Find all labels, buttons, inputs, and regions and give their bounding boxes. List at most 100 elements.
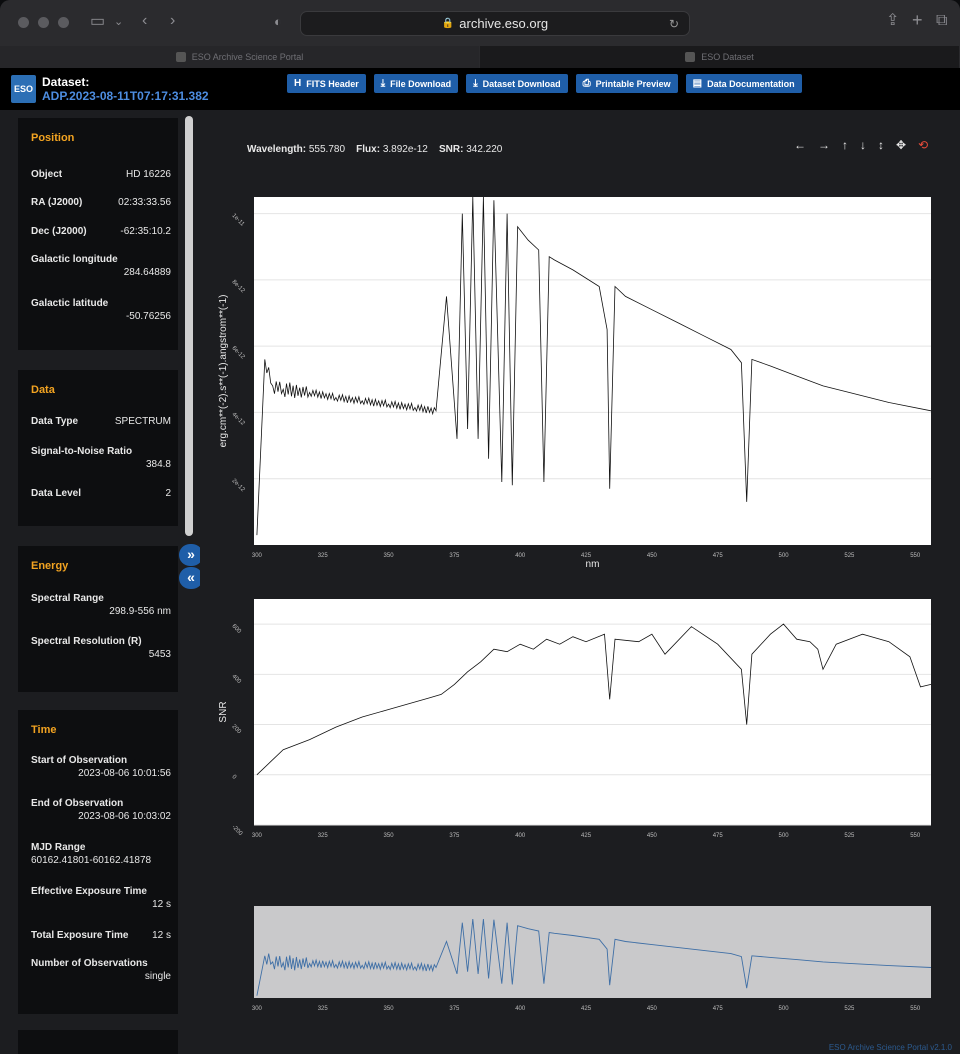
move-icon[interactable]: ✥ <box>896 138 907 152</box>
flux-series-line <box>256 196 932 536</box>
field-value: 2023-08-06 10:01:56 <box>78 768 171 779</box>
wavelength-value: 555.780 <box>308 144 346 155</box>
card-title: Energy <box>31 560 69 572</box>
field-label: Effective Exposure Time <box>31 886 147 897</box>
tab-eso-dataset[interactable]: ESO Dataset <box>480 46 960 68</box>
favicon-icon <box>685 52 696 62</box>
x-tick-label: 375 <box>449 1006 460 1012</box>
field-label: Total Exposure Time <box>31 930 129 941</box>
field-label: Signal-to-Noise Ratio <box>31 446 133 457</box>
wavelength-label: Wavelength: <box>247 144 307 155</box>
forward-icon[interactable]: › <box>170 12 176 29</box>
card-title: Time <box>31 724 57 736</box>
galactic-longitude-row: Galactic longitude 284.64889 <box>31 254 171 278</box>
download-icon: ⤓ <box>473 78 478 89</box>
tab-archive-portal[interactable]: ESO Archive Science Portal <box>0 46 480 68</box>
field-value: 60162.41801-60162.41878 <box>31 855 152 866</box>
x-tick-label: 475 <box>713 1006 724 1012</box>
pan-up-icon[interactable]: ↑ <box>842 138 848 152</box>
spectral-resolution-row: Spectral Resolution (R) 5453 <box>31 636 171 660</box>
dec-row: Dec (J2000) -62:35:10.2 <box>31 226 171 237</box>
field-value: 12 s <box>152 930 171 941</box>
lock-icon: 🔒 <box>441 18 455 29</box>
field-value: 298.9-556 nm <box>109 606 171 617</box>
snr-series-line <box>256 623 932 776</box>
x-tick-label: 525 <box>844 553 855 559</box>
header-icon: H <box>294 78 302 89</box>
minimize-window-icon[interactable] <box>38 17 49 28</box>
flux-plot-area <box>254 197 931 545</box>
x-tick-label: 450 <box>647 833 658 839</box>
x-tick-label: 300 <box>252 553 263 559</box>
snr-row: Signal-to-Noise Ratio 384.8 <box>31 446 171 470</box>
sidebar-toggle-icon[interactable]: ▭ <box>90 13 106 30</box>
galactic-latitude-row: Galactic latitude -50.76256 <box>31 298 171 322</box>
field-value: HD 16226 <box>125 169 171 180</box>
start-observation-row: Start of Observation 2023-08-06 10:01:56 <box>31 755 171 779</box>
expand-sidebar-button[interactable]: » <box>179 544 203 566</box>
zoom-vertical-icon[interactable]: ↕ <box>878 138 884 152</box>
tab-overview-icon[interactable]: ⧉ <box>936 12 948 29</box>
field-label: Object <box>31 169 63 180</box>
reset-icon[interactable]: ⟲ <box>918 138 929 152</box>
url-text: archive.eso.org <box>459 16 549 31</box>
x-axis-label: nm <box>586 559 600 570</box>
y-tick-label: 6e-12 <box>230 345 246 361</box>
sidebar-scrollbar[interactable] <box>185 116 193 536</box>
zoom-window-icon[interactable] <box>58 17 69 28</box>
pan-down-icon[interactable]: ↓ <box>860 138 866 152</box>
position-card: Position Object HD 16226 RA (J2000) 02:3… <box>18 118 178 350</box>
x-tick-label: 400 <box>515 1006 526 1012</box>
fits-header-button[interactable]: H FITS Header <box>287 74 366 93</box>
back-icon[interactable]: ‹ <box>142 12 148 29</box>
field-label: Start of Observation <box>31 755 128 766</box>
plot-controls: ← → ↑ ↓ ↕ ✥ ⟲ <box>794 138 928 152</box>
end-observation-row: End of Observation 2023-08-06 10:03:02 <box>31 798 171 822</box>
print-icon: ⎙ <box>582 78 591 89</box>
x-tick-label: 425 <box>581 833 592 839</box>
chevron-down-icon[interactable]: ⌄ <box>114 16 124 28</box>
data-documentation-button[interactable]: ▤ Data Documentation <box>685 74 802 93</box>
eso-logo[interactable]: ESO <box>11 75 36 103</box>
button-label: Dataset Download <box>482 78 561 89</box>
x-tick-label: 400 <box>515 833 526 839</box>
x-tick-label: 550 <box>910 1006 921 1012</box>
y-tick-label: 4e-12 <box>230 412 246 428</box>
cursor-readout: Wavelength: 555.780 Flux: 3.892e-12 SNR:… <box>247 144 502 155</box>
x-tick-label: 300 <box>252 1006 263 1012</box>
field-value: 2 <box>165 488 171 499</box>
x-tick-label: 475 <box>713 553 724 559</box>
x-tick-label: 325 <box>318 833 329 839</box>
reload-icon[interactable]: ↻ <box>668 16 679 31</box>
ra-row: RA (J2000) 02:33:33.56 <box>31 197 171 208</box>
address-bar[interactable]: 🔒 archive.eso.org ↻ <box>300 11 690 36</box>
collapse-sidebar-button[interactable]: « <box>179 567 203 589</box>
mjd-range-row: MJD Range 60162.41801-60162.41878 <box>31 842 171 866</box>
field-value: 02:33:33.56 <box>118 197 171 208</box>
share-icon[interactable]: ⇪ <box>886 12 900 29</box>
y-tick-label: 600 <box>230 623 242 635</box>
pan-left-icon[interactable]: ← <box>794 138 806 152</box>
window-controls[interactable] <box>18 17 69 28</box>
close-window-icon[interactable] <box>18 17 29 28</box>
snr-plot-area <box>254 599 931 825</box>
snr-value: 342.220 <box>466 144 503 155</box>
field-label: Number of Observations <box>31 958 148 969</box>
x-tick-label: 500 <box>779 1006 790 1012</box>
dataset-download-button[interactable]: ⤓ Dataset Download <box>466 74 568 93</box>
field-value: SPECTRUM <box>114 416 171 427</box>
file-download-button[interactable]: ⤓ File Download <box>373 74 459 93</box>
metadata-sidebar[interactable]: Position Object HD 16226 RA (J2000) 02:3… <box>0 110 200 1054</box>
overview-plot-area <box>254 906 931 998</box>
favicon-icon <box>175 52 186 62</box>
x-tick-label: 325 <box>318 553 329 559</box>
field-value: -62:35:10.2 <box>120 226 171 237</box>
new-tab-icon[interactable]: + <box>912 10 923 30</box>
field-value: 384.8 <box>145 459 171 470</box>
charts-svg[interactable]: 2e-12 4e-12 6e-12 8e-12 1e-11 300 325 350 375 400… <box>200 110 960 1040</box>
privacy-shield-icon[interactable]: ◐ <box>274 14 282 29</box>
x-tick-label: 425 <box>581 553 592 559</box>
printable-preview-button[interactable]: ⎙ Printable Preview <box>575 74 678 93</box>
x-tick-label: 425 <box>581 1006 592 1012</box>
pan-right-icon[interactable]: → <box>818 138 830 152</box>
